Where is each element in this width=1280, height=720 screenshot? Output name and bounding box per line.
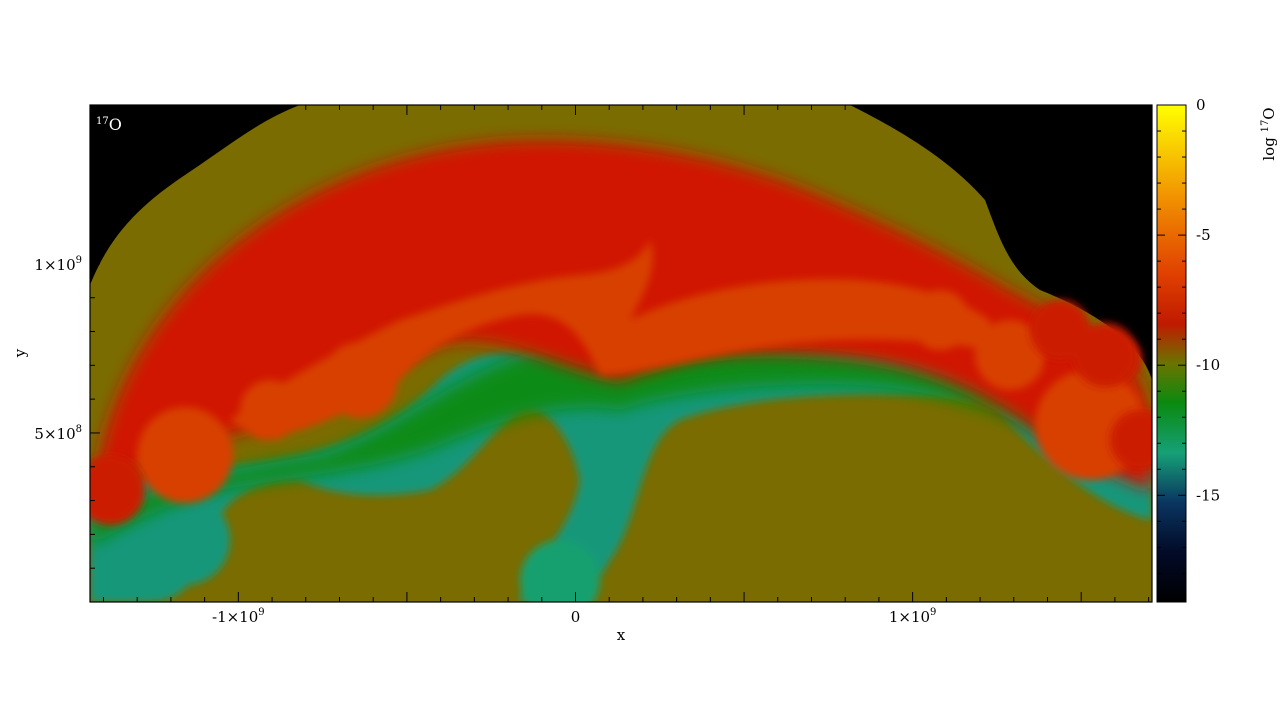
panel-label-text: O — [109, 115, 122, 134]
colorbar: 0 -5 -10 -15 log 17O — [1156, 96, 1278, 603]
y-tick-label: 5×108 — [34, 424, 82, 443]
y-axis-ticks: 5×108 1×109 — [34, 128, 100, 603]
x-tick-label: 1×109 — [889, 607, 937, 626]
x-tick-label: 0 — [571, 608, 581, 626]
teal-region — [90, 351, 1152, 602]
plot-frame — [89, 104, 1153, 603]
y-axis-title: y — [11, 348, 29, 358]
colorbar-tick-label: -5 — [1196, 226, 1211, 244]
colorbar-label-sup: 17 — [1260, 120, 1271, 133]
orange-band-region — [137, 240, 1145, 503]
red-edge-blobs — [90, 300, 1152, 525]
colorbar-label-prefix: log — [1260, 132, 1278, 160]
x-axis-title: x — [617, 626, 626, 644]
colorbar-gradient — [1156, 104, 1187, 603]
colorbar-label: log 17O — [1260, 107, 1278, 160]
x-axis-ticks: -1×109 0 1×109 — [102, 105, 1150, 626]
colorbar-label-suffix: O — [1260, 107, 1278, 119]
x-tick-label: -1×109 — [212, 607, 265, 626]
abundance-heatmap — [90, 105, 1152, 602]
colorbar-tick-label: -15 — [1196, 486, 1220, 504]
colorbar-tick-label: -10 — [1196, 356, 1220, 374]
colorbar-ticks: 0 -5 -10 -15 — [1157, 96, 1220, 600]
green-region — [90, 339, 1100, 545]
panel-label: 17O — [96, 115, 122, 134]
panel-label-sup: 17 — [96, 116, 109, 127]
y-tick-label: 1×109 — [34, 255, 82, 274]
colorbar-tick-label: 0 — [1196, 96, 1206, 114]
